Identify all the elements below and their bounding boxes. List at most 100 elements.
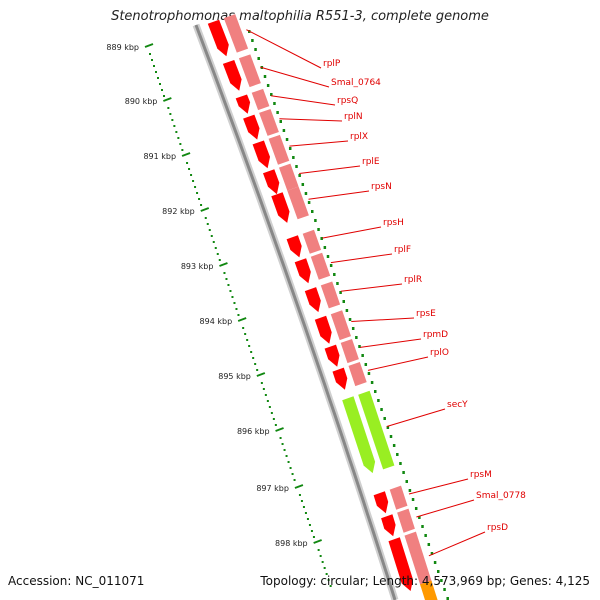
outer-track-dot <box>336 282 339 285</box>
gene-label: rpsH <box>383 218 404 228</box>
gene-track-block <box>330 310 351 341</box>
ruler-minor-dot <box>312 536 315 538</box>
ruler-minor-dot <box>153 65 155 67</box>
ruler-tick-label: 889 kbp <box>106 43 139 52</box>
ruler-minor-dot <box>321 561 324 563</box>
gene-leader-line <box>367 356 429 371</box>
ruler-minor-dot <box>235 308 238 310</box>
gene-arrow <box>388 537 413 591</box>
gene-track-block <box>358 390 395 470</box>
gene-arrow <box>263 169 280 195</box>
gene-label: rpsD <box>487 523 508 533</box>
outer-track-dot <box>418 516 421 519</box>
outer-track-dot <box>329 264 333 267</box>
gene-track-block <box>404 531 433 588</box>
ruler-minor-dot <box>285 455 288 457</box>
gene-leader-line <box>289 140 349 147</box>
gene-leader-line <box>260 66 330 88</box>
gene-track-block <box>389 485 408 510</box>
outer-track-dot <box>392 444 396 447</box>
outer-track-dot <box>285 138 289 141</box>
ruler-minor-dot <box>270 412 273 414</box>
gene-label: Smal_0764 <box>331 78 381 88</box>
ruler-tick <box>313 539 322 544</box>
ruler-minor-dot <box>218 259 221 261</box>
ruler-minor-dot <box>206 223 209 225</box>
gene-label: rpsM <box>470 470 492 480</box>
ruler-minor-dot <box>250 351 253 353</box>
gene-track-block <box>287 186 309 220</box>
gene-track-block <box>340 339 359 364</box>
ruler-minor-dot <box>246 339 249 341</box>
ruler-minor-dot <box>274 424 277 426</box>
ruler-minor-dot <box>214 247 217 249</box>
backbone-shadow <box>192 23 399 600</box>
gene-arrow <box>324 344 340 367</box>
outer-track-dot <box>437 570 440 573</box>
ruler-minor-dot <box>266 400 269 402</box>
ruler-tick-label: 895 kbp <box>218 372 251 381</box>
ruler-minor-dot <box>298 494 301 496</box>
outer-track-dot <box>304 192 308 195</box>
gene-label: secY <box>447 400 468 410</box>
ruler-tick <box>256 372 266 377</box>
outer-track-dot <box>317 228 320 231</box>
ruler-tick-label: 897 kbp <box>256 484 289 493</box>
gene-label: rplR <box>404 275 422 285</box>
ruler-minor-dot <box>310 530 313 532</box>
outer-track-dot <box>383 417 386 420</box>
outer-track-dot <box>288 147 292 150</box>
ruler-minor-dot <box>210 235 213 237</box>
ruler-minor-dot <box>291 473 294 475</box>
ruler-tick <box>144 43 154 48</box>
gene-track-block <box>251 88 270 111</box>
outer-track-dot <box>370 381 374 384</box>
gene-leader-line <box>386 408 446 427</box>
ruler-minor-dot <box>287 461 290 463</box>
ruler-tick-label: 893 kbp <box>181 262 214 271</box>
ruler-minor-dot <box>192 180 195 182</box>
gene-leader-line <box>351 317 415 322</box>
ruler-tick <box>237 317 247 322</box>
ruler-tick <box>200 207 210 212</box>
ruler-minor-dot <box>248 345 251 347</box>
ruler-minor-dot <box>196 192 199 194</box>
ruler-minor-dot <box>262 388 265 390</box>
gene-arrow <box>294 258 311 284</box>
ruler-minor-dot <box>283 449 286 451</box>
ruler-minor-dot <box>233 302 236 304</box>
outer-track-dot <box>320 237 323 240</box>
gene-arrow <box>373 491 389 514</box>
outer-track-dot <box>396 453 399 456</box>
ruler-minor-dot <box>317 549 320 551</box>
ruler-minor-dot <box>231 296 234 298</box>
ruler-minor-dot <box>304 512 307 514</box>
outer-track-dot <box>307 201 311 204</box>
outer-track-dot <box>342 300 345 303</box>
ruler-minor-dot <box>319 555 322 557</box>
gene-leader-line <box>270 95 336 106</box>
genome-stats-label: Topology: circular; Length: 4,573,969 bp… <box>260 574 590 588</box>
outer-track-dot <box>408 489 412 492</box>
ruler-minor-dot <box>227 284 230 286</box>
gene-leader-line <box>428 531 486 557</box>
gene-track-block <box>268 134 290 165</box>
ruler-minor-dot <box>237 314 240 316</box>
ruler-tick <box>219 262 228 267</box>
outer-track-dot <box>367 372 371 375</box>
outer-track-dot <box>421 525 424 528</box>
gene-label: rpmD <box>423 330 448 340</box>
outer-track-dot <box>424 534 427 537</box>
gene-arrow <box>314 315 332 344</box>
gene-leader-line <box>246 29 322 69</box>
outer-track-dot <box>364 363 368 366</box>
ruler-minor-dot <box>157 77 159 79</box>
gene-label: rpsQ <box>337 96 358 106</box>
gene-arrow <box>304 287 321 313</box>
outer-track-dot <box>427 543 431 546</box>
ruler-minor-dot <box>300 500 303 502</box>
ruler-minor-dot <box>159 83 161 85</box>
ruler-tick <box>294 484 304 489</box>
gene-track-block <box>259 109 279 136</box>
